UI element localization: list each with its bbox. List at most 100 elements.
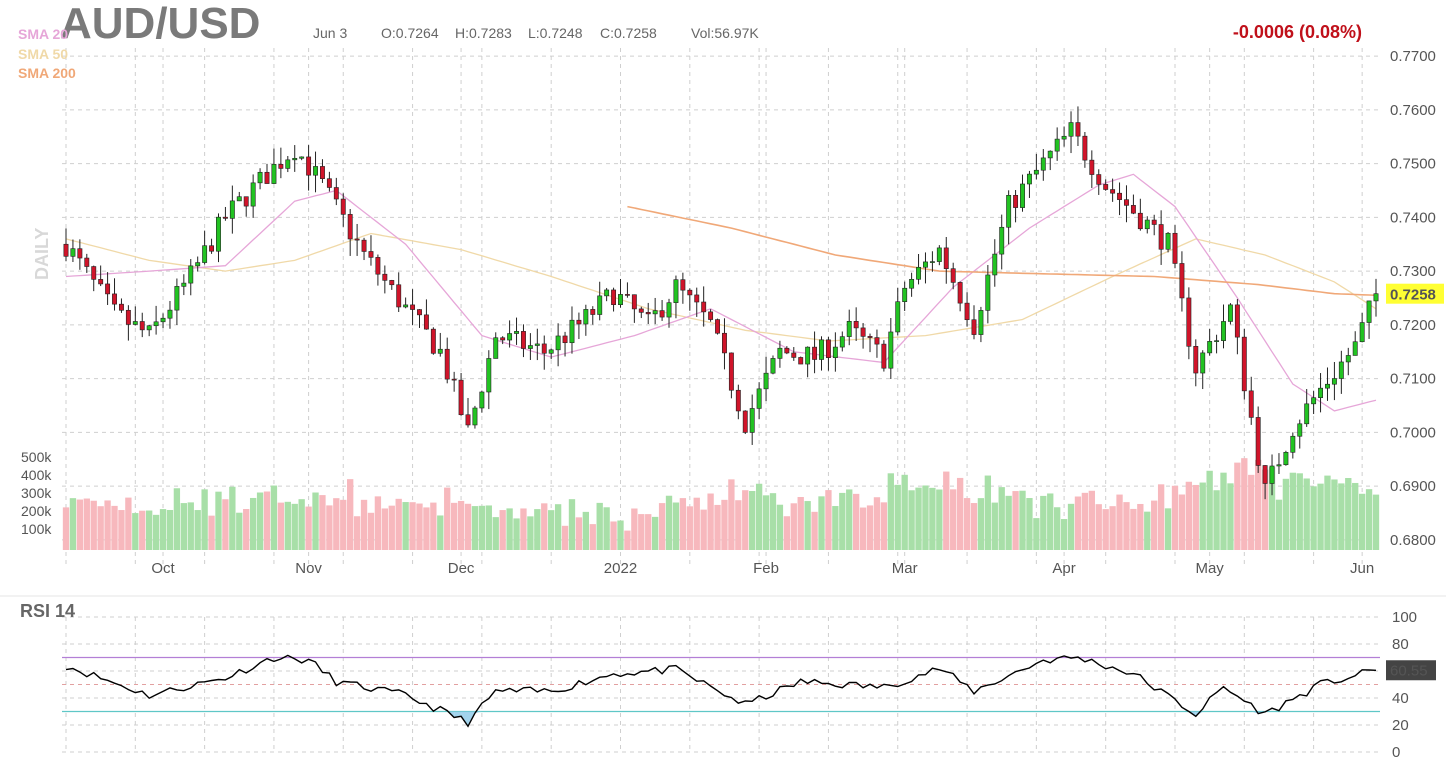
candle-up [174, 286, 180, 311]
candle-up [846, 321, 852, 337]
candle-down [451, 378, 457, 381]
candle-up [1020, 183, 1025, 208]
candle-up [1054, 138, 1060, 152]
candle-up [1269, 465, 1275, 484]
volume-bar [603, 507, 610, 550]
volume-bar [818, 496, 825, 550]
rsi-title: RSI 14 [20, 601, 75, 621]
volume-bar [859, 507, 867, 550]
volume-bar [541, 503, 548, 550]
volume-bar [1074, 496, 1082, 550]
candle-down [715, 319, 720, 334]
candle-down [881, 343, 887, 369]
volume-bar [305, 506, 312, 550]
candle-up [195, 262, 201, 267]
volume-bar [173, 488, 181, 550]
candle-up [909, 278, 915, 289]
volume-bar [679, 498, 687, 550]
candle-down [611, 289, 617, 305]
volume-bar [776, 504, 784, 550]
rsi-tick-label: 40 [1392, 690, 1409, 707]
candle-down [957, 282, 963, 304]
candle-up [1026, 173, 1032, 185]
volume-bar [1372, 494, 1380, 550]
volume-bar [1296, 473, 1303, 550]
candle-down [1255, 417, 1261, 466]
volume-bar [728, 479, 735, 550]
volume-bar [270, 485, 278, 550]
volume-bar [1081, 492, 1089, 550]
price-tick-label: 0.7400 [1390, 209, 1436, 226]
volume-bar [1303, 478, 1310, 550]
candle-down [1124, 199, 1129, 206]
volume-bar [430, 502, 437, 550]
candle-down [77, 248, 83, 259]
volume-bar [852, 493, 860, 550]
candle-down [326, 178, 332, 188]
candle-down [590, 309, 596, 315]
candle-down [812, 346, 818, 360]
candle-down [243, 196, 249, 207]
candle-up [902, 287, 908, 303]
candle-up [555, 335, 561, 351]
candle-up [978, 310, 984, 335]
volume-bar [922, 485, 929, 550]
volume-bar [374, 496, 382, 550]
volume-bar [277, 502, 285, 550]
candle-up [1276, 464, 1282, 467]
candle-up [1006, 194, 1012, 228]
candle-up [666, 302, 672, 318]
volume-bar [548, 510, 555, 550]
candle-up [936, 247, 942, 262]
rsi-panel [62, 654, 1380, 728]
volume-bar [1067, 503, 1075, 550]
candle-up [202, 245, 208, 263]
volume-bar [1033, 518, 1040, 550]
candle-down [306, 156, 312, 176]
candle-down [645, 312, 651, 315]
volume-bar [1289, 472, 1296, 550]
volume-bar [707, 493, 714, 550]
candle-up [1352, 341, 1358, 356]
volume-bar [1192, 484, 1199, 550]
volume-bar [804, 501, 811, 550]
rsi-line [65, 654, 1377, 728]
volume-bar [1358, 493, 1366, 550]
volume-bar [118, 510, 125, 550]
volume-bar [1227, 483, 1234, 550]
candle-up [146, 325, 152, 331]
volume-bar [1151, 500, 1158, 550]
volume-bar [1199, 482, 1206, 550]
candle-up [1359, 322, 1365, 343]
candle-up [472, 407, 478, 426]
candle-down [139, 321, 145, 331]
volume-bar [950, 489, 957, 550]
legend-sma50: SMA 50 [18, 46, 68, 62]
candle-up [1061, 135, 1067, 140]
candle-up [604, 289, 610, 297]
candle-up [1311, 397, 1317, 405]
volume-bar [742, 490, 749, 550]
month-label: Nov [295, 560, 322, 577]
candle-up [895, 301, 901, 333]
volume-bar [1261, 469, 1269, 550]
volume-bar [83, 498, 90, 550]
volume-bar [90, 500, 97, 550]
month-label: May [1195, 560, 1224, 577]
volume-bar [1137, 503, 1144, 550]
volume-bar [312, 492, 319, 550]
volume-bar [256, 492, 264, 550]
volume-bar [672, 502, 680, 550]
volume-bar [457, 500, 465, 550]
volume-bar [388, 505, 395, 550]
price-tick-label: 0.7600 [1390, 102, 1436, 119]
volume-bar [478, 505, 486, 550]
volume-bar [492, 517, 499, 550]
candle-up [1227, 304, 1233, 322]
candle-up [188, 265, 194, 284]
volume-bar [797, 497, 804, 550]
volume-bar [929, 487, 936, 550]
rsi-tick-label: 100 [1392, 609, 1417, 626]
price-tick-label: 0.7000 [1390, 424, 1436, 441]
volume-bar [783, 516, 791, 550]
